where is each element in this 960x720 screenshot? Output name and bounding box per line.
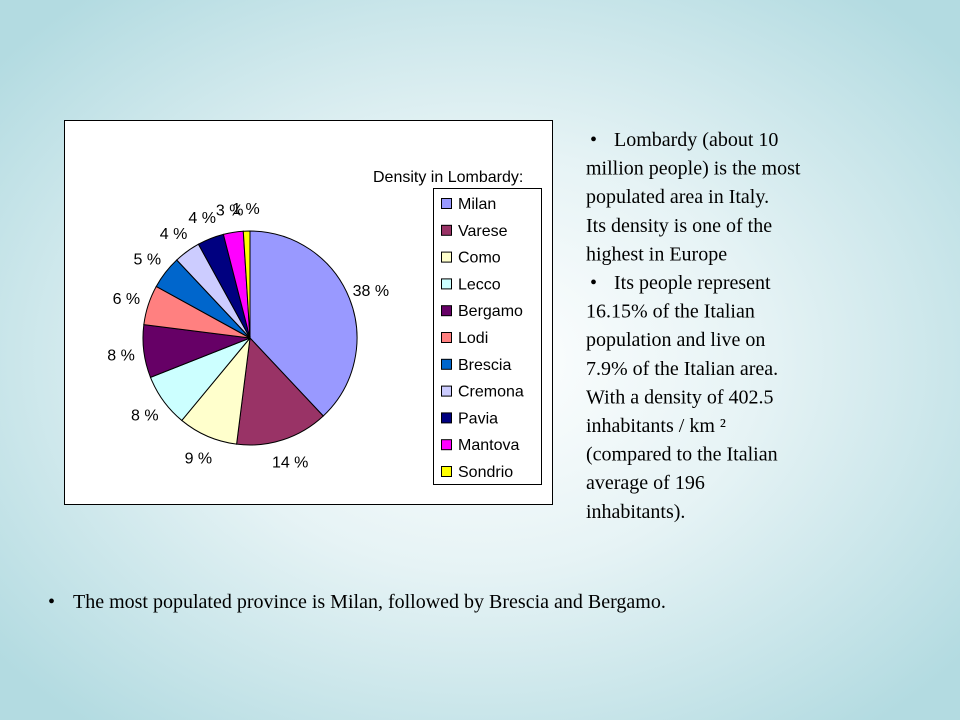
side-text-line: million people) is the most — [586, 158, 801, 180]
legend-label: Mantova — [458, 437, 519, 454]
legend-label: Brescia — [458, 357, 511, 374]
data-label: 8 % — [107, 347, 135, 364]
bullet: • — [590, 272, 597, 294]
bullet: • — [590, 129, 597, 151]
data-label: 38 % — [353, 283, 389, 300]
legend-swatch — [441, 332, 452, 343]
legend-swatch — [441, 466, 452, 477]
data-label: 9 % — [185, 450, 213, 467]
data-label: 8 % — [131, 407, 159, 424]
legend-label: Varese — [458, 223, 508, 240]
legend-swatch — [441, 278, 452, 290]
legend-label: Lodi — [458, 330, 488, 347]
legend-swatch — [441, 358, 452, 370]
legend-title: Density in Lombardy: — [373, 169, 523, 186]
data-label: 3 % — [216, 203, 244, 220]
legend-swatch — [441, 412, 452, 424]
side-text-line: inhabitants). — [586, 501, 685, 523]
data-label: 4 % — [188, 210, 216, 227]
side-text-line: highest in Europe — [586, 243, 727, 265]
pie-slice — [242, 230, 251, 339]
data-label: 1 % — [232, 201, 260, 218]
data-label: 5 % — [133, 251, 161, 268]
legend-label: Pavia — [458, 410, 498, 427]
data-label: 14 % — [272, 455, 308, 472]
bullet: • — [48, 591, 55, 613]
side-text-line: population and live on — [586, 329, 765, 351]
legend-label: Como — [458, 250, 501, 267]
legend-swatch — [441, 224, 452, 236]
legend-label: Milan — [458, 196, 496, 213]
legend-swatch — [441, 385, 452, 397]
side-text-line: (compared to the Italian — [586, 444, 778, 466]
legend-swatch — [441, 439, 452, 451]
legend-label: Lecco — [458, 276, 501, 293]
side-text-line: populated area in Italy. — [586, 186, 769, 208]
legend-label: Bergamo — [458, 303, 523, 320]
side-text-line: 16.15% of the Italian — [586, 301, 755, 323]
legend-label: Cremona — [458, 384, 524, 401]
data-label: 4 % — [160, 226, 188, 243]
pie-slice — [249, 230, 358, 417]
legend-swatch — [441, 198, 452, 209]
bottom-text: The most populated province is Milan, fo… — [73, 591, 666, 613]
side-text-line: With a density of 402.5 — [586, 386, 774, 408]
legend-swatch — [441, 251, 452, 263]
side-text-line: inhabitants / km ² — [586, 415, 726, 437]
legend-swatch — [441, 305, 452, 317]
pie-slice — [236, 336, 324, 446]
side-text-line: 7.9% of the Italian area. — [586, 358, 778, 380]
side-text-line: Its density is one of the — [586, 215, 772, 237]
side-text-line: average of 196 — [586, 472, 705, 494]
side-text-line: Lombardy (about 10 — [614, 129, 778, 151]
side-text-line: Its people represent — [614, 272, 771, 294]
legend-label: Sondrio — [458, 464, 513, 481]
data-label: 6 % — [113, 291, 141, 308]
